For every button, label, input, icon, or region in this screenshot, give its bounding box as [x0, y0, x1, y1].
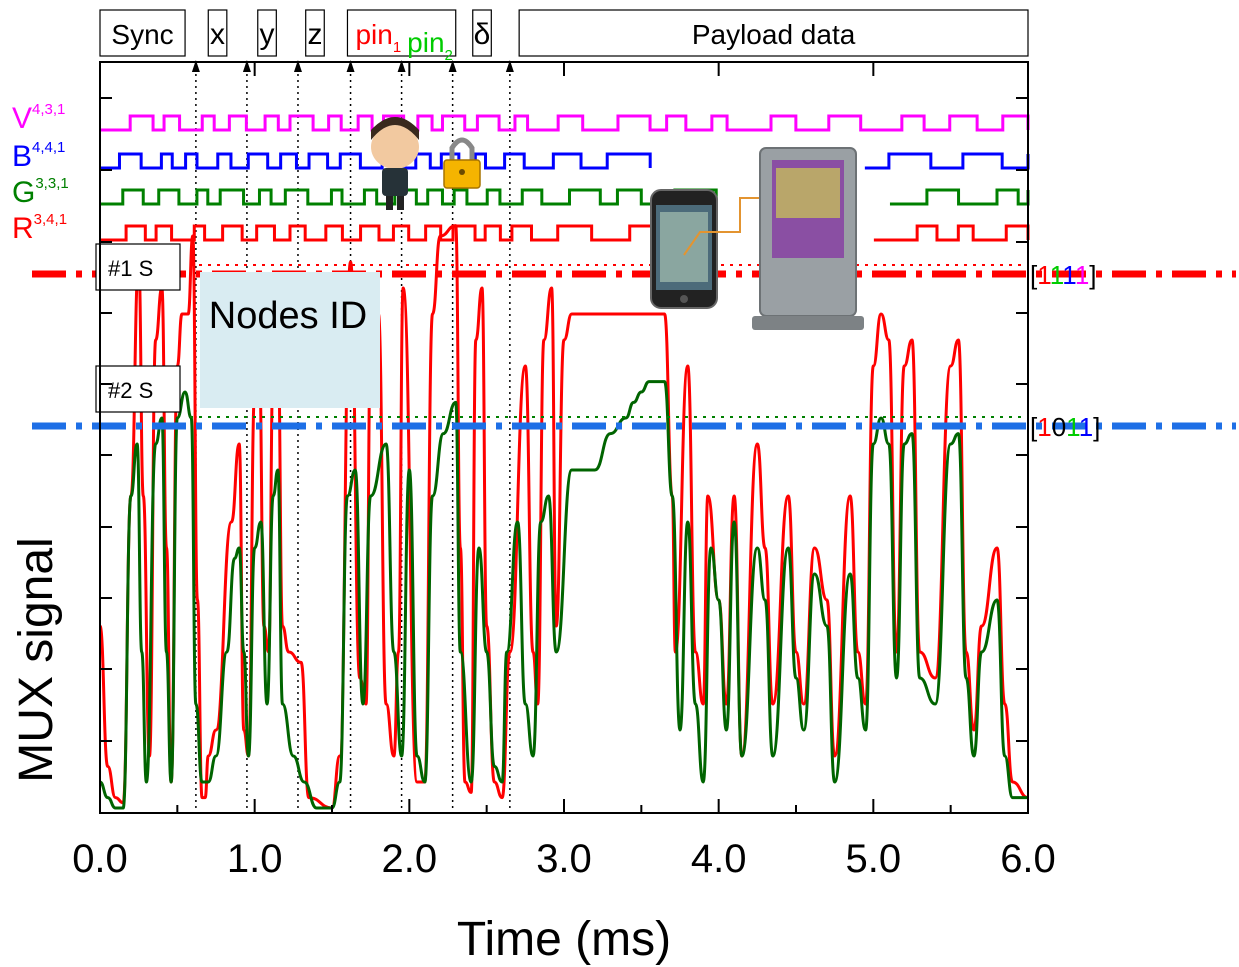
timing-marker-arrow — [191, 60, 200, 72]
mux-series-line — [98, 224, 1029, 810]
header-field-box — [472, 9, 492, 57]
timing-marker-arrow — [505, 60, 514, 72]
channel-waveform — [100, 224, 1030, 242]
header-field-label: y — [260, 18, 275, 51]
header-fields: Sync x y z δ Payload data pin1 pin2 — [99, 9, 1029, 64]
x-tick-label: 4.0 — [691, 837, 747, 881]
header-field-label: z — [307, 18, 322, 51]
header-field-label: pin1 pin2 — [355, 19, 452, 64]
x-tick-label: 0.0 — [72, 837, 128, 881]
header-field-box — [257, 9, 277, 57]
nodes-id-label: Nodes ID — [209, 295, 367, 337]
channel-waveform — [100, 114, 1030, 132]
x-tick-label: 2.0 — [382, 837, 438, 881]
header-field-label: δ — [474, 18, 491, 51]
header-field-box — [346, 9, 457, 57]
kiosk-icon — [752, 147, 864, 330]
header-field-label: Payload data — [692, 19, 856, 50]
timing-marker-arrow — [397, 60, 406, 72]
channel-label: B4,4,1 — [12, 139, 65, 173]
threshold-code: [1011] — [1030, 412, 1100, 442]
timing-marker-arrow — [293, 60, 302, 72]
channel-label: G3,3,1 — [12, 175, 69, 209]
user-avatar-icon — [371, 117, 419, 210]
channel-waveforms: V4,3,1 B4,4,1G3,3,1R3,4,1 — [12, 101, 1030, 245]
nodes-id-box — [200, 272, 380, 408]
smartphone-icon — [650, 189, 718, 309]
header-field-box — [305, 9, 325, 57]
timing-marker-arrow — [448, 60, 457, 72]
plot-border — [99, 61, 1029, 814]
header-field-label: Sync — [111, 19, 173, 50]
channel-waveform — [100, 152, 1030, 170]
channel-label: R3,4,1 — [12, 211, 67, 245]
header-field-box — [99, 9, 186, 57]
plot-frame — [99, 61, 1029, 814]
x-tick-label: 6.0 — [1000, 837, 1056, 881]
threshold-label: #2 S — [108, 378, 153, 403]
threshold-label-box — [95, 243, 181, 291]
header-field-box — [207, 9, 228, 57]
channel-waveform — [100, 188, 1030, 206]
timing-marker-arrow — [242, 60, 251, 72]
threshold-label-box — [95, 365, 181, 413]
connector-line — [683, 197, 790, 256]
x-tick-label: 5.0 — [846, 837, 902, 881]
mux-series — [98, 224, 1029, 810]
x-tick-label: 1.0 — [227, 837, 283, 881]
lock-icon — [443, 137, 481, 189]
x-tick-label: 3.0 — [536, 837, 592, 881]
header-field-box — [518, 9, 1029, 57]
header-field-label: x — [210, 18, 225, 51]
x-axis-label: Time (ms) — [457, 913, 671, 966]
threshold-label: #1 S — [108, 256, 153, 281]
timing-marker-arrow — [346, 60, 355, 72]
y-axis-label: MUX signal — [10, 537, 63, 782]
threshold-code: [1111] — [1030, 260, 1097, 290]
x-ticks: 0.0 1.0 2.0 3.0 4.0 5.0 6.0 Time (ms) MUX signal — [10, 62, 1056, 966]
channel-label: V4,3,1 — [12, 101, 65, 135]
mux-series-line — [99, 380, 1028, 810]
